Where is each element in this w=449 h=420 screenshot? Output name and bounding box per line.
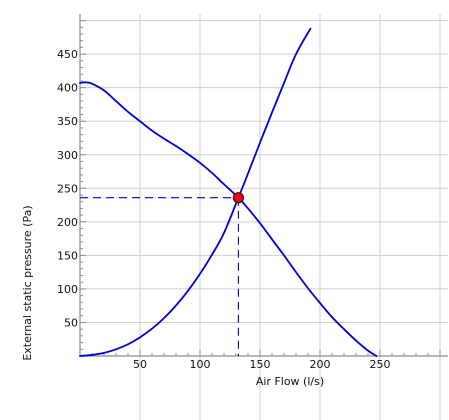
x-axis-title: Air Flow (l/s) [256,375,324,388]
y-tick-label: 450 [57,48,78,61]
y-tick-label: 200 [57,216,78,229]
x-tick-label: 50 [133,358,147,371]
chart-curves [79,27,378,357]
y-axis-title: External static pressure (Pa) [21,205,34,360]
x-tick-label: 100 [190,358,211,371]
y-tick-label: 350 [57,115,78,128]
chart-tick-labels: 50 100 150 200 250 50 100 150 200 250 300 350 400 450 [57,48,391,371]
y-tick-label: 400 [57,82,78,95]
y-tick-label: 250 [57,182,78,195]
x-tick-label: 200 [310,358,331,371]
operating-point [232,192,244,204]
x-tick-label: 150 [250,358,271,371]
x-tick-label: 250 [370,358,391,371]
y-tick-label: 50 [64,316,78,329]
y-tick-label: 300 [57,149,78,162]
y-tick-label: 100 [57,283,78,296]
chart-axes [79,14,448,357]
fan-curve [79,81,378,357]
operating-point-guides [80,197,239,356]
operating-point-group [232,192,244,204]
chart-grid [80,14,448,420]
system-curve [79,27,312,357]
y-tick-label: 150 [57,249,78,262]
